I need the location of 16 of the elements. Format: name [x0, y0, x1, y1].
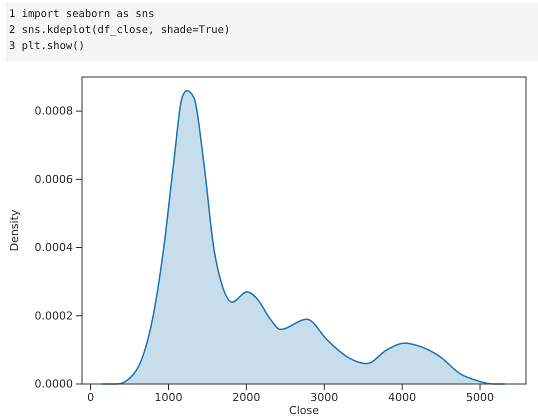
- x-tick-label: 4000: [388, 390, 416, 404]
- y-tick-label: 0.0000: [34, 378, 73, 391]
- y-tick-label: 0.0002: [34, 309, 73, 322]
- text: 3 plt.show(): [9, 40, 85, 52]
- x-tick-label: 5000: [466, 390, 494, 404]
- y-tick-label: 0.0004: [34, 241, 73, 254]
- x-tick-label: 3000: [310, 390, 338, 404]
- x-tick-label: 0: [87, 390, 94, 404]
- text: 1 import seaborn as sns: [9, 8, 154, 20]
- y-tick-label: 0.0006: [34, 172, 73, 186]
- x-axis-title: Close: [289, 404, 320, 417]
- x-tick-label: 2000: [232, 390, 260, 404]
- y-axis-title: Density: [8, 209, 21, 252]
- x-tick-label: 1000: [154, 390, 182, 404]
- text: 2 sns.kdeplot(df_close, shade=True): [9, 24, 230, 36]
- y-tick-label: 0.0008: [34, 104, 73, 118]
